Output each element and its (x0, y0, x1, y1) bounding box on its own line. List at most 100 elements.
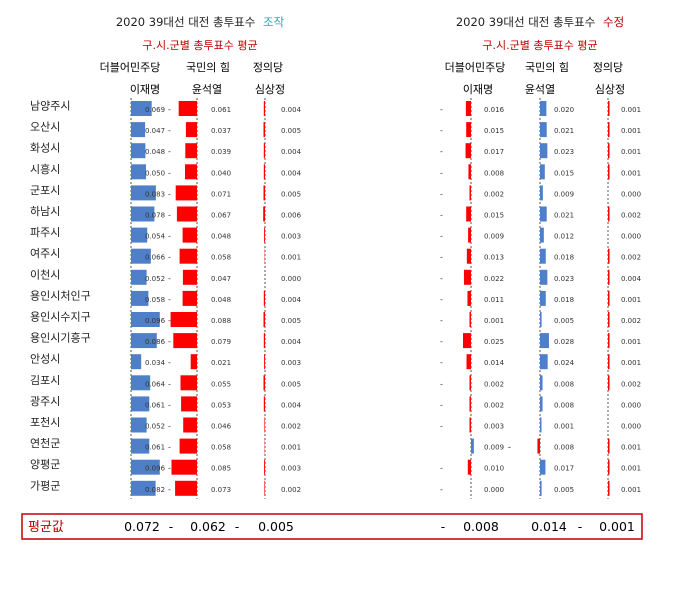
right-candidate-3: 심상정 (595, 83, 625, 96)
bar (264, 101, 265, 116)
bar (264, 418, 265, 433)
dash-label: - (440, 189, 443, 198)
value-label: 0.058 (145, 296, 165, 304)
bar (264, 291, 265, 306)
dash-label: - (168, 316, 171, 325)
bar (470, 396, 472, 411)
bar (264, 333, 265, 348)
dash-label: - (168, 126, 171, 135)
value-label: 0.014 (484, 359, 505, 367)
bar (467, 291, 471, 306)
value-label: 0.000 (621, 401, 641, 409)
value-label: 0.010 (484, 465, 504, 473)
bar (608, 101, 610, 116)
bar (608, 460, 610, 475)
bar (466, 122, 471, 137)
bar (176, 185, 197, 200)
value-label: 0.002 (484, 401, 504, 409)
right-candidate-2: 윤석열 (525, 83, 555, 96)
value-label: 0.005 (281, 127, 301, 135)
bar (179, 101, 197, 116)
chart-marks: 남양주시오산시화성시시흥시군포시하남시파주시여주시이천시용인시처인구용인시수지구… (30, 98, 642, 499)
value-label: 0.000 (621, 423, 641, 431)
left-candidate-2: 윤석열 (192, 83, 222, 96)
value-label: 0.001 (621, 106, 641, 114)
value-label: 0.003 (281, 233, 301, 241)
value-label: 0.088 (211, 317, 231, 325)
left-party-3: 정의당 (253, 61, 283, 74)
bar (540, 207, 547, 222)
avg-right-1: 0.008 (463, 519, 499, 534)
value-label: 0.082 (145, 486, 165, 494)
value-label: 0.004 (281, 148, 302, 156)
value-label: 0.005 (281, 190, 301, 198)
dash-label: - (168, 400, 171, 409)
value-label: 0.018 (554, 296, 574, 304)
bar (470, 375, 472, 390)
value-label: 0.002 (621, 254, 641, 262)
category-label: 용인시처인구 (30, 289, 91, 302)
category-label: 양평군 (30, 458, 60, 471)
right-title: 2020 39대선 대전 총투표수 (456, 15, 596, 29)
value-label: 0.047 (145, 127, 165, 135)
left-title: 2020 39대선 대전 총투표수 (116, 15, 256, 29)
bar (464, 270, 471, 285)
dash-label: - (168, 337, 171, 346)
category-label: 가평군 (30, 479, 60, 492)
bar (264, 228, 265, 243)
value-label: 0.021 (554, 127, 574, 135)
value-label: 0.001 (621, 296, 641, 304)
dash-label: - (440, 211, 443, 220)
dash-label: - (440, 168, 443, 177)
bar (540, 122, 547, 137)
dash-label: - (440, 485, 443, 494)
bar (608, 481, 610, 496)
value-label: 0.004 (281, 401, 302, 409)
value-label: 0.001 (281, 254, 301, 262)
bar (467, 354, 471, 369)
value-label: 0.002 (621, 380, 641, 388)
bar (540, 143, 547, 158)
value-label: 0.002 (281, 423, 301, 431)
bar (540, 481, 542, 496)
value-label: 0.037 (211, 127, 231, 135)
bar (463, 333, 471, 348)
value-label: 0.002 (484, 380, 504, 388)
value-label: 0.054 (145, 233, 166, 241)
value-label: 0.064 (145, 380, 166, 388)
dash-label: - (440, 147, 443, 156)
category-label: 이천시 (30, 267, 60, 281)
bar (466, 207, 471, 222)
value-label: 0.001 (621, 359, 641, 367)
value-label: 0.096 (145, 317, 166, 325)
value-label: 0.001 (621, 148, 641, 156)
dash-label: - (440, 126, 443, 135)
avg-left-dash-1: - (169, 519, 174, 534)
bar (263, 207, 265, 222)
value-label: 0.006 (281, 212, 302, 220)
dash-label: - (168, 211, 171, 220)
bar (470, 312, 472, 327)
value-label: 0.020 (554, 106, 574, 114)
avg-left-3: 0.005 (258, 519, 294, 534)
value-label: 0.001 (281, 444, 301, 452)
bar (183, 418, 197, 433)
bar (608, 291, 610, 306)
value-label: 0.001 (621, 338, 641, 346)
bar (466, 101, 471, 116)
value-label: 0.052 (145, 275, 165, 283)
bar (608, 270, 610, 285)
avg-left-1: 0.072 (124, 519, 160, 534)
bar (608, 122, 610, 137)
value-label: 0.048 (211, 233, 231, 241)
value-label: 0.096 (145, 465, 166, 473)
category-label: 군포시 (30, 184, 60, 197)
category-label: 용인시기흥구 (30, 331, 91, 345)
avg-left-dash-2: - (235, 519, 240, 534)
value-label: 0.025 (484, 338, 504, 346)
value-label: 0.008 (554, 380, 574, 388)
value-label: 0.055 (211, 380, 231, 388)
value-label: 0.083 (145, 190, 165, 198)
value-label: 0.024 (554, 359, 575, 367)
